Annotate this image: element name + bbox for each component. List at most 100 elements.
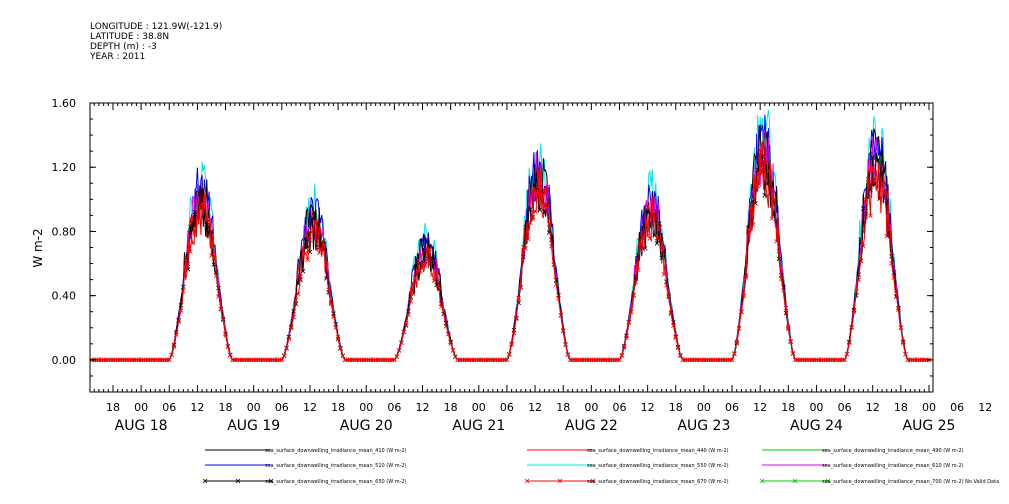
series-marker [443,324,449,329]
series-marker [506,351,512,357]
series-marker [223,333,228,338]
series-marker [760,166,765,172]
series-marker [321,242,327,248]
x-tick-label: 18 [556,401,570,414]
series-line [90,152,929,361]
series-marker [328,301,334,307]
series-marker [431,260,437,266]
series-marker [846,340,852,346]
series-marker [298,274,303,279]
series-marker [854,289,859,294]
series-marker [633,279,639,285]
series-marker [166,357,172,363]
series-marker [842,357,847,363]
series-marker [220,316,226,322]
series-marker [417,268,423,273]
legend-marker [590,478,596,484]
series-marker [403,321,409,326]
series-marker [776,248,782,254]
series-marker [429,272,435,277]
series-marker [764,194,770,199]
x-tick-label: 18 [781,401,795,414]
x-tick-label: 00 [584,401,598,414]
series-marker [553,282,559,287]
series-marker [295,291,301,297]
series-marker [762,193,768,198]
series-line [90,110,929,361]
series-marker [302,236,308,242]
series-marker [556,296,561,301]
x-tick-label: 00 [697,401,711,414]
series-marker [521,254,526,260]
series-marker [640,247,646,252]
series-marker [626,320,632,325]
series-marker [877,176,883,181]
latitude-text: LATITUDE : 38.8N [90,32,170,42]
series-marker [338,345,343,351]
series-marker [732,351,737,356]
series-marker [757,147,763,152]
series-marker [863,197,868,202]
longitude-text: LONGITUDE : 121.9W(-121.9) [90,22,223,32]
series-marker [790,351,796,356]
series-marker [413,265,418,271]
series-marker [861,206,866,211]
series-marker [324,262,329,267]
series-marker [549,237,554,243]
year-text: YEAR : 2011 [90,52,146,62]
series-marker [523,246,528,251]
series-line [90,141,929,361]
series-marker [551,262,557,267]
series-line [90,124,929,361]
series-marker [176,319,181,324]
series-marker [511,330,517,336]
series-marker [448,341,453,346]
x-date-label: AUG 24 [790,418,843,434]
legend: sea_surface_downwelling_irradiance_mean_… [202,448,999,485]
series-marker [199,187,205,193]
series-marker [856,272,861,277]
series-marker [286,336,292,342]
series-marker [197,204,203,209]
series-marker [413,275,418,281]
legend-label: sea_surface_downwelling_irradiance_mean_… [265,479,407,485]
series-marker [190,240,196,246]
series-marker [544,205,550,211]
series-marker [645,209,650,215]
legend-label: sea_surface_downwelling_irradiance_mean_… [822,463,964,469]
series-marker [788,338,793,344]
legend-marker [202,478,208,484]
series-marker [192,227,198,233]
y-tick-label: 0.00 [52,354,77,367]
x-tick-label: 00 [922,401,936,414]
x-tick-label: 06 [838,401,852,414]
series-marker [650,201,655,207]
series-marker [394,354,400,359]
legend-label: sea_surface_downwelling_irradiance_mean_… [265,463,407,469]
series-marker [781,288,786,293]
series-marker [310,229,315,235]
series-marker [553,277,559,283]
x-tick-label: 18 [669,401,683,414]
series-marker [617,357,622,363]
series-marker [279,357,285,363]
series-marker [619,353,625,358]
series-marker [549,244,554,249]
series-marker [281,353,287,358]
series-marker [753,174,758,180]
series-marker [509,341,514,347]
x-tick-label: 06 [612,401,626,414]
series-marker [903,352,908,357]
legend-label: sea_surface_downwelling_irradiance_mean_… [587,479,729,485]
series-marker [216,285,221,291]
series-marker [891,275,897,280]
series-marker [624,335,629,341]
series-marker [675,345,681,351]
series-marker [865,176,871,182]
series-marker [872,178,878,184]
series-marker [190,220,196,226]
series-marker [868,213,873,218]
x-tick-label: 06 [950,401,964,414]
x-tick-label: 06 [387,401,401,414]
